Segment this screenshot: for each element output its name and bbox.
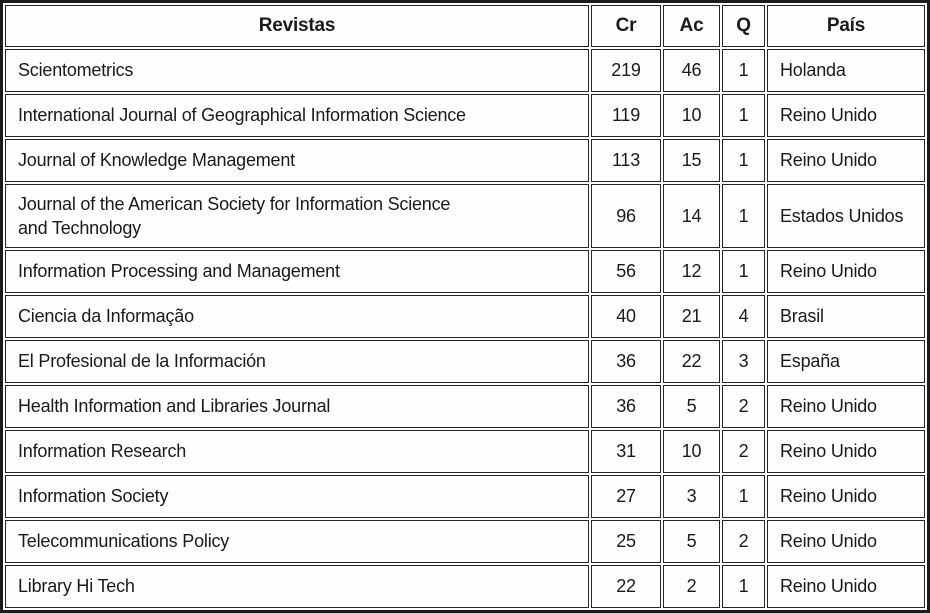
column-header-revistas: Revistas [5,5,589,47]
journal-name-cell: Journal of the American Society for Info… [5,184,589,248]
journal-name-cell: Information Society [5,475,589,518]
ac-value-cell: 22 [663,340,720,383]
table-body: Scientometrics 219 46 1 Holanda Internat… [5,49,925,608]
table-header: Revistas Cr Ac Q País [5,5,925,47]
journal-name-cell: Ciencia da Informação [5,295,589,338]
journal-name-cell: Library Hi Tech [5,565,589,608]
country-cell: Reino Unido [767,430,925,473]
q-value-cell: 2 [722,385,765,428]
country-cell: Reino Unido [767,94,925,137]
ac-value-cell: 3 [663,475,720,518]
table-row: Scientometrics 219 46 1 Holanda [5,49,925,92]
q-value-cell: 1 [722,184,765,248]
country-cell: Reino Unido [767,475,925,518]
table-row: Health Information and Libraries Journal… [5,385,925,428]
ac-value-cell: 12 [663,250,720,293]
ac-value-cell: 15 [663,139,720,182]
table-row: Information Research 31 10 2 Reino Unido [5,430,925,473]
ac-value-cell: 14 [663,184,720,248]
country-cell: Reino Unido [767,385,925,428]
journal-name-cell: International Journal of Geographical In… [5,94,589,137]
cr-value-cell: 40 [591,295,661,338]
q-value-cell: 1 [722,139,765,182]
cr-value-cell: 31 [591,430,661,473]
q-value-cell: 1 [722,250,765,293]
table-row: International Journal of Geographical In… [5,94,925,137]
table-row: El Profesional de la Información 36 22 3… [5,340,925,383]
country-cell: Brasil [767,295,925,338]
q-value-cell: 1 [722,94,765,137]
journal-name-cell: Scientometrics [5,49,589,92]
table-row: Journal of the American Society for Info… [5,184,925,248]
country-cell: Reino Unido [767,565,925,608]
column-header-q: Q [722,5,765,47]
column-header-cr: Cr [591,5,661,47]
ac-value-cell: 5 [663,385,720,428]
ac-value-cell: 5 [663,520,720,563]
cr-value-cell: 113 [591,139,661,182]
country-cell: Reino Unido [767,520,925,563]
cr-value-cell: 22 [591,565,661,608]
q-value-cell: 4 [722,295,765,338]
journal-name-cell: Information Research [5,430,589,473]
table-row: Journal of Knowledge Management 113 15 1… [5,139,925,182]
country-cell: Reino Unido [767,250,925,293]
cr-value-cell: 27 [591,475,661,518]
column-header-ac: Ac [663,5,720,47]
table-row: Information Processing and Management 56… [5,250,925,293]
q-value-cell: 1 [722,565,765,608]
country-cell: Reino Unido [767,139,925,182]
table-row: Ciencia da Informação 40 21 4 Brasil [5,295,925,338]
q-value-cell: 1 [722,49,765,92]
country-cell: Holanda [767,49,925,92]
q-value-cell: 2 [722,520,765,563]
ac-value-cell: 21 [663,295,720,338]
table-row: Information Society 27 3 1 Reino Unido [5,475,925,518]
cr-value-cell: 56 [591,250,661,293]
ac-value-cell: 2 [663,565,720,608]
country-cell: Estados Unidos [767,184,925,248]
journal-name-cell: El Profesional de la Información [5,340,589,383]
journal-name-cell: Journal of Knowledge Management [5,139,589,182]
q-value-cell: 1 [722,475,765,518]
ac-value-cell: 46 [663,49,720,92]
journal-name-cell: Telecommunications Policy [5,520,589,563]
journal-name-cell: Information Processing and Management [5,250,589,293]
ac-value-cell: 10 [663,94,720,137]
cr-value-cell: 96 [591,184,661,248]
journal-name-cell: Health Information and Libraries Journal [5,385,589,428]
cr-value-cell: 36 [591,385,661,428]
table-row: Telecommunications Policy 25 5 2 Reino U… [5,520,925,563]
q-value-cell: 2 [722,430,765,473]
q-value-cell: 3 [722,340,765,383]
cr-value-cell: 36 [591,340,661,383]
header-row: Revistas Cr Ac Q País [5,5,925,47]
country-cell: España [767,340,925,383]
ac-value-cell: 10 [663,430,720,473]
table-row: Library Hi Tech 22 2 1 Reino Unido [5,565,925,608]
cr-value-cell: 25 [591,520,661,563]
cr-value-cell: 219 [591,49,661,92]
cr-value-cell: 119 [591,94,661,137]
column-header-pais: País [767,5,925,47]
